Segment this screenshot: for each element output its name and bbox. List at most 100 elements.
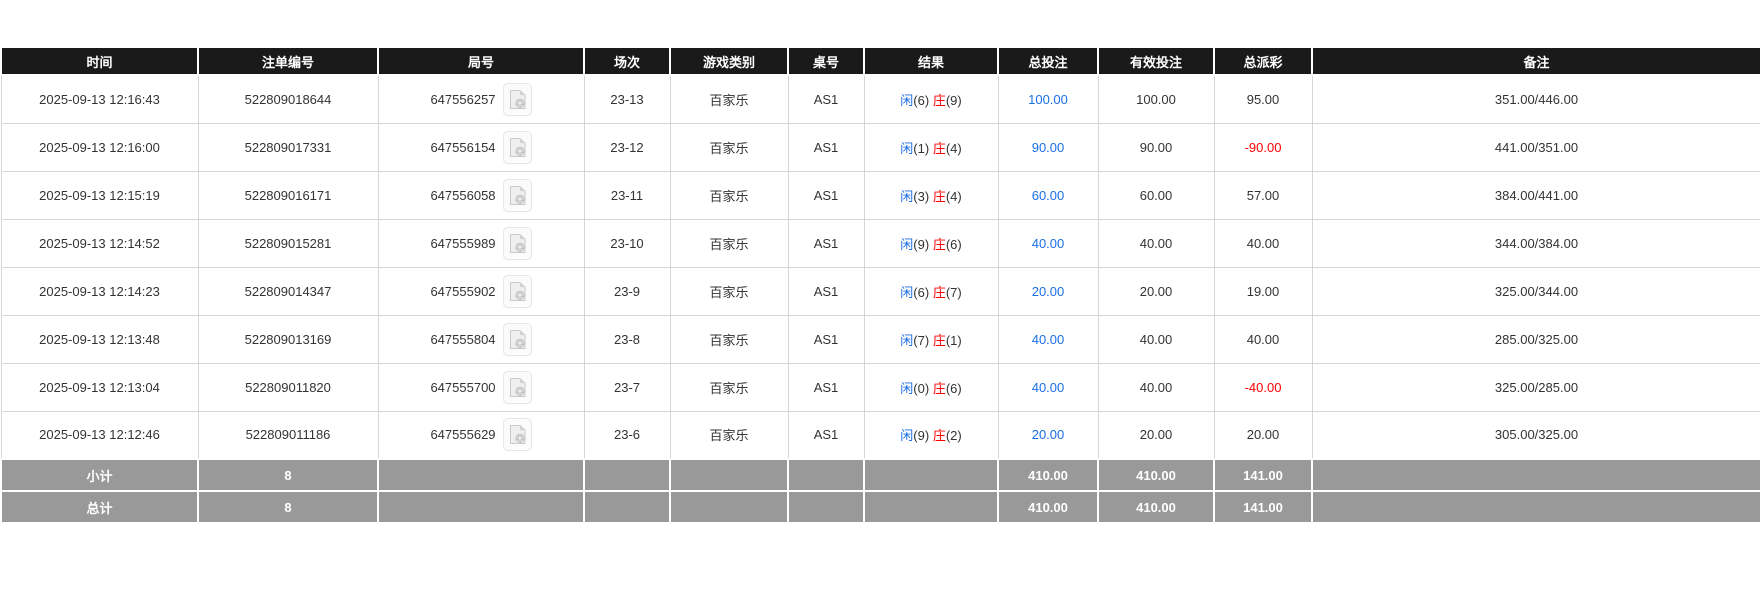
video-file-icon [509,185,526,205]
result-player-label: 闲 [900,332,914,348]
cell-table-no: AS1 [787,74,865,124]
cell-valid-bet: 20.00 [1097,266,1215,316]
result-banker-label: 庄 [932,188,946,204]
column-header: 有效投注 [1097,46,1215,76]
column-header-label: 时间 [86,54,113,70]
cell-table-no: AS1 [787,314,865,364]
cell-valid-bet: 20.00 [1097,410,1215,460]
video-replay-button[interactable] [502,226,532,260]
round-id-value: 647555989 [430,235,496,251]
round-id-value: 647555629 [430,427,496,443]
result-banker-label: 庄 [932,332,946,348]
result-banker-label: 庄 [932,236,946,252]
cell-valid-bet: 100.00 [1097,74,1215,124]
summary-count: 8 [197,490,379,524]
result-banker-label: 庄 [932,92,946,108]
video-replay-button[interactable] [502,418,532,452]
result-player-score: (9) [913,428,930,444]
result-banker-score: (6) [945,380,962,396]
cell-session: 23-11 [583,170,671,220]
cell-bet-id: 522809015281 [197,218,379,268]
cell-payout: 40.00 [1213,314,1313,364]
result-player-score: (1) [913,140,930,156]
cell-table-no: AS1 [787,218,865,268]
result-player-score: (0) [913,380,930,396]
table-row: 2025-09-13 12:13:04 522809011820 6475557… [0,362,1760,412]
cell-table-no: AS1 [787,266,865,316]
table-header: 时间 注单编号 局号 场次 游戏类别 桌号 [0,46,1760,76]
column-header: 总派彩 [1213,46,1313,76]
summary-valid-bet: 410.00 [1097,490,1215,524]
round-id-value: 647556058 [430,187,496,203]
column-header: 注单编号 [197,46,379,76]
summary-empty-game [669,490,789,524]
video-replay-button[interactable] [502,274,532,308]
payout-value: 20.00 [1246,427,1280,443]
video-replay-button[interactable] [502,130,532,164]
video-file-icon [509,377,526,397]
cell-total-bet: 20.00 [997,410,1099,460]
summary-count: 8 [197,458,379,492]
payout-value: -40.00 [1244,379,1282,395]
summary-payout: 141.00 [1213,458,1313,492]
result-banker-label: 庄 [932,428,946,444]
cell-time: 2025-09-13 12:14:23 [0,266,199,316]
column-header-label: 结果 [917,54,944,70]
cell-round-id: 647556154 [377,122,585,172]
video-replay-button[interactable] [502,82,532,116]
cell-result: 闲(6) 庄(9) [863,74,999,124]
summary-empty-remark [1311,458,1760,492]
cell-payout: 95.00 [1213,74,1313,124]
video-replay-button[interactable] [502,178,532,212]
cell-session: 23-13 [583,74,671,124]
table-row: 2025-09-13 12:16:43 522809018644 6475562… [0,74,1760,124]
summary-empty-round [377,458,585,492]
round-id-value: 647556154 [430,139,496,155]
result-player-label: 闲 [900,92,914,108]
cell-valid-bet: 90.00 [1097,122,1215,172]
bet-records-table: 时间 注单编号 局号 场次 游戏类别 桌号 [0,46,1760,524]
round-id-value: 647556257 [430,91,496,107]
cell-round-id: 647555804 [377,314,585,364]
summary-empty-result [863,458,999,492]
result-player-label: 闲 [900,140,914,156]
column-header: 备注 [1311,46,1760,76]
result-banker-score: (4) [945,188,962,204]
total-bet-value: 20.00 [1031,283,1065,299]
video-file-icon [509,233,526,253]
video-replay-button[interactable] [502,370,532,404]
cell-result: 闲(9) 庄(2) [863,410,999,460]
video-replay-button[interactable] [502,322,532,356]
cell-valid-bet: 60.00 [1097,170,1215,220]
cell-payout: 57.00 [1213,170,1313,220]
cell-valid-bet: 40.00 [1097,218,1215,268]
video-file-icon [509,329,526,349]
column-header: 游戏类别 [669,46,789,76]
summary-empty-session [583,490,671,524]
payout-value: 40.00 [1246,331,1280,347]
video-file-icon [509,89,526,109]
summary-empty-game [669,458,789,492]
cell-time: 2025-09-13 12:13:48 [0,314,199,364]
payout-value: 95.00 [1246,91,1280,107]
column-header: 结果 [863,46,999,76]
cell-game-type: 百家乐 [669,266,789,316]
result-banker-score: (9) [945,92,962,108]
summary-label: 小计 [0,458,199,492]
cell-result: 闲(9) 庄(6) [863,218,999,268]
result-player-score: (6) [913,92,930,108]
cell-round-id: 647556058 [377,170,585,220]
cell-result: 闲(7) 庄(1) [863,314,999,364]
total-bet-value: 100.00 [1028,91,1068,107]
total-bet-value: 40.00 [1031,331,1065,347]
cell-payout: 19.00 [1213,266,1313,316]
total-bet-value: 20.00 [1031,427,1065,443]
cell-time: 2025-09-13 12:16:00 [0,122,199,172]
cell-game-type: 百家乐 [669,362,789,412]
video-file-icon [509,425,526,445]
round-id-value: 647555902 [430,283,496,299]
summary-label: 总计 [0,490,199,524]
summary-empty-session [583,458,671,492]
result-player-score: (3) [913,188,930,204]
column-header-label: 总派彩 [1243,54,1283,70]
